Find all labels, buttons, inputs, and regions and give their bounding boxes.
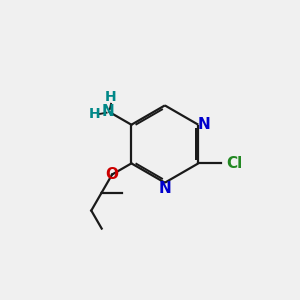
Text: H: H xyxy=(105,90,117,104)
Text: N: N xyxy=(158,181,171,196)
Text: Cl: Cl xyxy=(226,156,243,171)
Text: N: N xyxy=(102,104,114,119)
Text: N: N xyxy=(197,117,210,132)
Text: H: H xyxy=(88,107,100,122)
Text: O: O xyxy=(105,167,118,182)
